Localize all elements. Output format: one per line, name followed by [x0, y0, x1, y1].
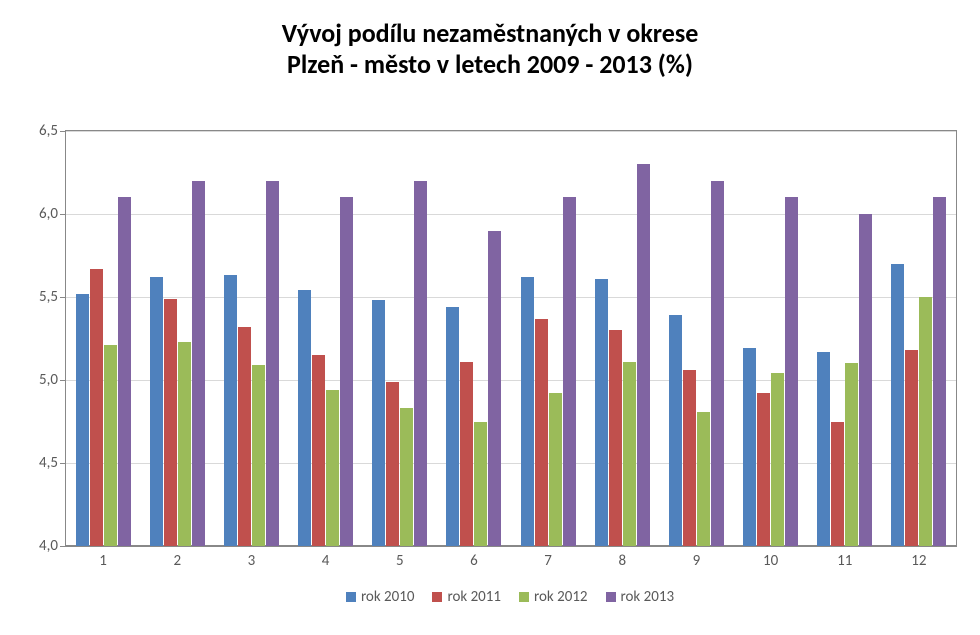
bar	[637, 164, 650, 546]
bar	[623, 362, 636, 546]
legend-item: rok 2013	[606, 588, 675, 606]
bar	[224, 275, 237, 546]
legend-label: rok 2013	[621, 588, 675, 606]
bar	[446, 307, 459, 546]
bar	[76, 294, 89, 546]
bar	[488, 231, 501, 546]
legend-item: rok 2012	[519, 588, 588, 606]
legend-swatch	[606, 592, 616, 602]
plot-area: 4,04,55,05,56,06,5123456789101112	[65, 130, 957, 547]
bar	[831, 422, 844, 547]
legend-label: rok 2010	[361, 588, 415, 606]
bar	[178, 342, 191, 546]
y-tick-mark	[60, 131, 66, 132]
bar	[845, 363, 858, 546]
bar	[386, 382, 399, 546]
y-tick-mark	[60, 214, 66, 215]
bar	[118, 197, 131, 546]
bar	[669, 315, 682, 546]
x-tick-label: 7	[544, 546, 552, 570]
legend-item: rok 2011	[432, 588, 501, 606]
title-line-2: Plzeň - město v letech 2009 - 2013 (%)	[287, 48, 693, 80]
bar	[326, 390, 339, 546]
x-tick-label: 5	[396, 546, 404, 570]
bar	[372, 300, 385, 546]
bar	[266, 181, 279, 546]
bar	[90, 269, 103, 546]
bar	[757, 393, 770, 546]
bar	[609, 330, 622, 546]
x-tick-label: 2	[173, 546, 181, 570]
x-tick-label: 10	[763, 546, 778, 570]
legend-label: rok 2011	[447, 588, 501, 606]
bar	[549, 393, 562, 546]
bar	[743, 348, 756, 546]
bar	[535, 319, 548, 546]
bar	[817, 352, 830, 546]
bar	[164, 299, 177, 546]
bar	[891, 264, 904, 546]
bar	[697, 412, 710, 546]
bar	[298, 290, 311, 546]
y-tick-mark	[60, 297, 66, 298]
x-tick-label: 6	[470, 546, 478, 570]
bar	[340, 197, 353, 546]
legend: rok 2010 rok 2011 rok 2012 rok 2013	[65, 588, 955, 606]
x-tick-label: 3	[248, 546, 256, 570]
legend-swatch	[519, 592, 529, 602]
legend-label: rok 2012	[534, 588, 588, 606]
bar	[192, 181, 205, 546]
bar	[859, 214, 872, 546]
bar	[460, 362, 473, 546]
legend-item: rok 2010	[346, 588, 415, 606]
bar	[414, 181, 427, 546]
y-tick-mark	[60, 546, 66, 547]
x-tick-label: 12	[911, 546, 926, 570]
bar	[711, 181, 724, 546]
bar	[919, 297, 932, 546]
bar	[252, 365, 265, 546]
x-tick-label: 11	[837, 546, 852, 570]
bar	[933, 197, 946, 546]
bar	[521, 277, 534, 546]
bar	[683, 370, 696, 546]
y-tick-mark	[60, 380, 66, 381]
gridline	[66, 131, 956, 132]
bar	[771, 373, 784, 546]
bar	[785, 197, 798, 546]
bar	[400, 408, 413, 546]
x-tick-label: 4	[322, 546, 330, 570]
title-line-1: Vývoj podílu nezaměstnaných v okrese	[282, 17, 699, 49]
bar	[312, 355, 325, 546]
x-tick-label: 8	[618, 546, 626, 570]
bar	[563, 197, 576, 546]
chart-container: Vývoj podílu nezaměstnaných v okrese Plz…	[0, 0, 980, 635]
bar	[474, 422, 487, 547]
y-tick-mark	[60, 463, 66, 464]
legend-swatch	[346, 592, 356, 602]
bar	[595, 279, 608, 546]
legend-swatch	[432, 592, 442, 602]
bar	[238, 327, 251, 546]
bar	[905, 350, 918, 546]
bar	[104, 345, 117, 546]
chart-title: Vývoj podílu nezaměstnaných v okrese Plz…	[0, 0, 980, 80]
x-tick-label: 9	[693, 546, 701, 570]
bar	[150, 277, 163, 546]
x-tick-label: 1	[99, 546, 107, 570]
